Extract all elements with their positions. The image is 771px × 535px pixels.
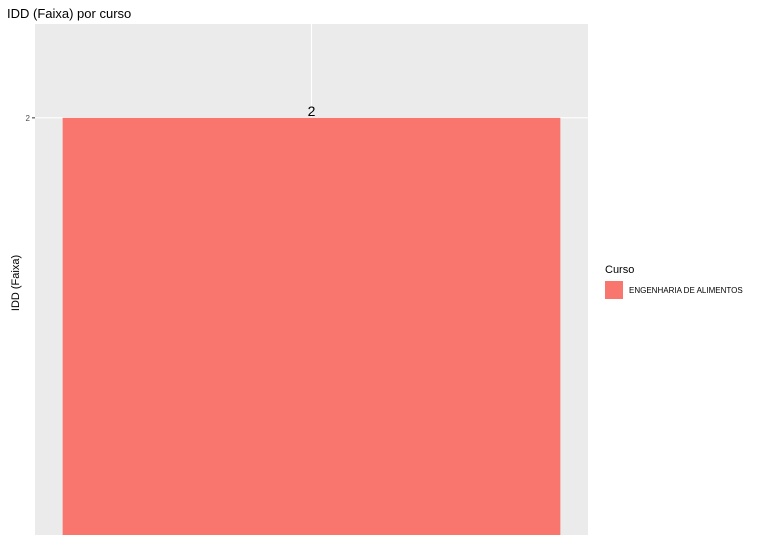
data-label: 2	[308, 103, 316, 119]
y-axis-title: IDD (Faixa)	[10, 255, 22, 311]
legend-label: ENGENHARIA DE ALIMENTOS	[629, 286, 743, 295]
bar	[62, 117, 561, 535]
y-axis: 2	[26, 114, 35, 123]
legend-title: Curso	[605, 264, 634, 276]
y-tick-label: 2	[26, 114, 31, 123]
legend-swatch	[605, 281, 623, 299]
chart-title: IDD (Faixa) por curso	[7, 6, 131, 21]
legend: Curso ENGENHARIA DE ALIMENTOS	[605, 264, 743, 299]
bars	[62, 117, 561, 535]
data-labels: 2	[308, 103, 316, 119]
